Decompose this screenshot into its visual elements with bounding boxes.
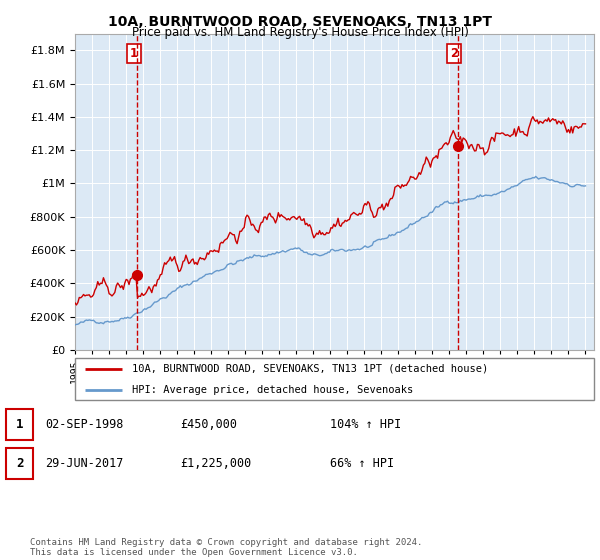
FancyBboxPatch shape — [75, 358, 594, 400]
Text: 10A, BURNTWOOD ROAD, SEVENOAKS, TN13 1PT (detached house): 10A, BURNTWOOD ROAD, SEVENOAKS, TN13 1PT… — [132, 364, 488, 374]
Text: HPI: Average price, detached house, Sevenoaks: HPI: Average price, detached house, Seve… — [132, 385, 413, 395]
Text: 2: 2 — [451, 47, 458, 60]
Text: 2: 2 — [16, 457, 23, 470]
Text: Price paid vs. HM Land Registry's House Price Index (HPI): Price paid vs. HM Land Registry's House … — [131, 26, 469, 39]
Text: 02-SEP-1998: 02-SEP-1998 — [45, 418, 124, 431]
Text: 66% ↑ HPI: 66% ↑ HPI — [330, 457, 394, 470]
Text: £1,225,000: £1,225,000 — [180, 457, 251, 470]
Text: 104% ↑ HPI: 104% ↑ HPI — [330, 418, 401, 431]
Text: 29-JUN-2017: 29-JUN-2017 — [45, 457, 124, 470]
Text: 1: 1 — [16, 418, 23, 431]
Text: 10A, BURNTWOOD ROAD, SEVENOAKS, TN13 1PT: 10A, BURNTWOOD ROAD, SEVENOAKS, TN13 1PT — [108, 15, 492, 29]
Text: £450,000: £450,000 — [180, 418, 237, 431]
Text: Contains HM Land Registry data © Crown copyright and database right 2024.
This d: Contains HM Land Registry data © Crown c… — [30, 538, 422, 557]
Text: 1: 1 — [130, 47, 138, 60]
